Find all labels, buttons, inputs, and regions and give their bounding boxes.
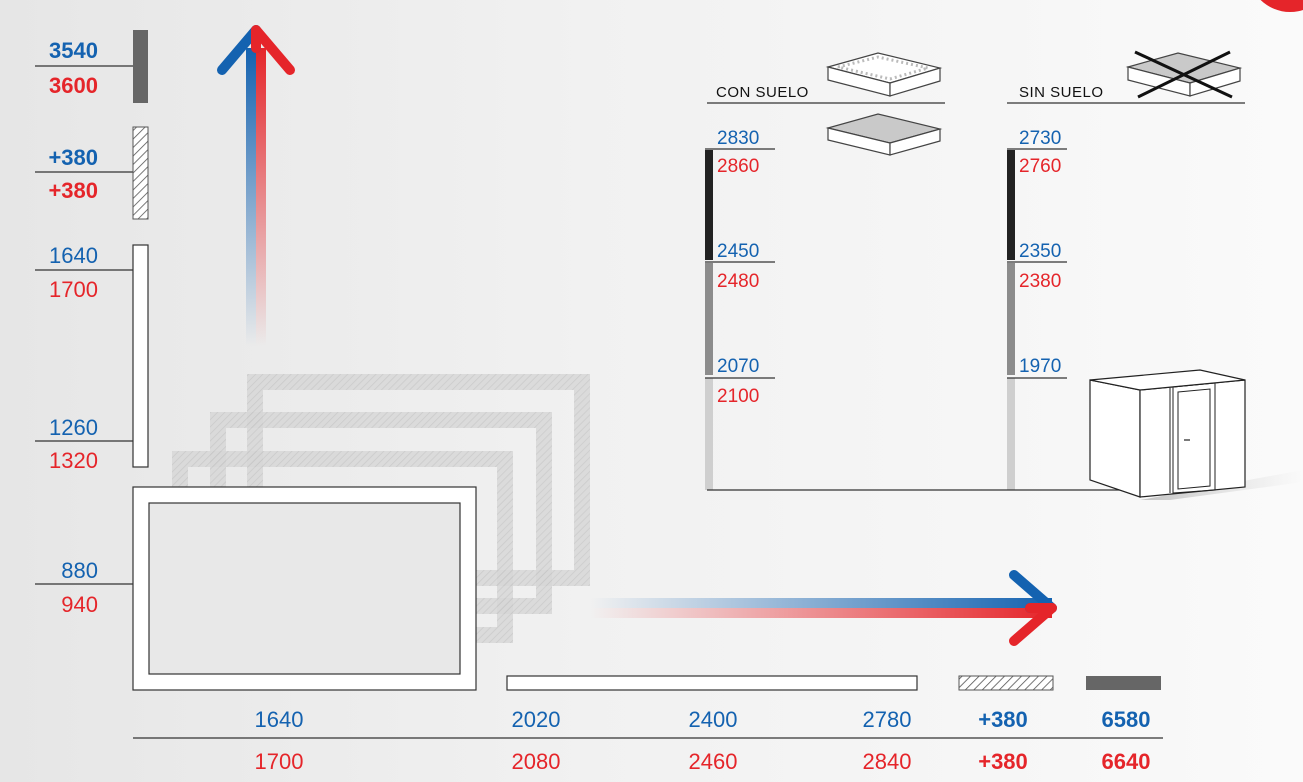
sin-v2-blue: 1970 [1019,356,1062,377]
sin-suelo-scale [1007,148,1067,490]
total-width-bar [1086,676,1161,690]
con-suelo-label: CON SUELO [716,84,809,101]
con-v0-red: 2860 [717,156,760,177]
cabin-icon [1089,369,1303,500]
bottom-add-red: +380 [978,749,1028,774]
bottom-w3-red: 2840 [862,749,912,774]
left-add-blue: +380 [48,145,98,170]
left-h0-blue: 880 [61,558,98,583]
left-h2-blue: 1640 [49,243,98,268]
left-h2-red: 1700 [49,277,98,302]
height-bar [132,244,149,468]
left-h0-red: 940 [61,592,98,617]
con-v2-blue: 2070 [717,356,760,377]
left-h1-blue: 1260 [49,415,98,440]
bottom-total-red: 6640 [1101,749,1151,774]
con-v1-blue: 2450 [717,241,760,262]
no-floor-icon [1125,50,1243,99]
sin-v0-blue: 2730 [1019,128,1062,149]
brand-badge [1260,0,1303,12]
bottom-w1-red: 2080 [511,749,561,774]
bottom-w2-red: 2460 [688,749,738,774]
perforated-floor-icon [825,52,943,97]
width-bar [506,675,918,691]
width-arrow-icon [590,570,1057,646]
bottom-total-blue: 6580 [1101,707,1151,732]
height-arrow-icon [217,25,295,346]
left-total-blue: 3540 [49,38,98,63]
left-total-red: 3600 [49,73,98,98]
bottom-w1-blue: 2020 [511,707,561,732]
total-height-bar [133,30,148,103]
bottom-w2-blue: 2400 [688,707,738,732]
bottom-w0-red: 1700 [254,749,304,774]
con-v2-red: 2100 [717,386,760,407]
con-suelo-scale [705,148,775,490]
base-frame [132,486,477,691]
left-add-red: +380 [48,178,98,203]
con-v0-blue: 2830 [717,128,760,149]
bottom-add-blue: +380 [978,707,1028,732]
left-h1-red: 1320 [49,448,98,473]
extra-width-bar [958,675,1054,691]
sin-suelo-label: SIN SUELO [1019,84,1104,101]
solid-floor-icon [825,113,943,156]
sin-v0-red: 2760 [1019,156,1062,177]
sin-v1-red: 2380 [1019,271,1062,292]
bottom-w0-blue: 1640 [254,707,304,732]
extra-height-bar [132,126,149,220]
bottom-w3-blue: 2780 [862,707,912,732]
con-v1-red: 2480 [717,271,760,292]
sin-v1-blue: 2350 [1019,241,1062,262]
